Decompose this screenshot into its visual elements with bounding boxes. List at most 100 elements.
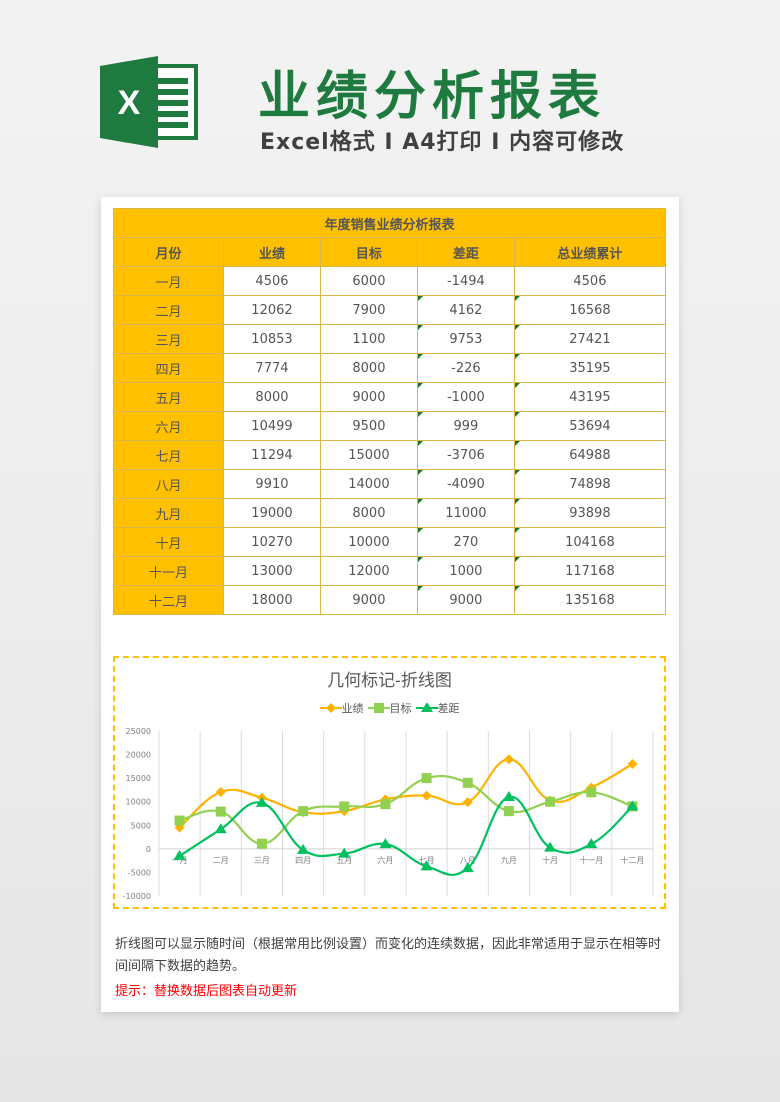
month-cell[interactable]: 六月 — [113, 411, 224, 441]
y-tick-label: -10000 — [123, 892, 151, 901]
table-cell[interactable]: 9000 — [416, 585, 515, 615]
table-cell[interactable]: 11000 — [416, 498, 515, 528]
table-cell[interactable]: -1494 — [416, 266, 515, 296]
square-marker — [462, 777, 473, 788]
table-cell[interactable]: 9500 — [319, 411, 418, 441]
y-tick-label: 10000 — [126, 798, 151, 807]
square-marker — [380, 799, 391, 810]
table-cell[interactable]: -1000 — [416, 382, 515, 412]
table-header-row: 月份 业绩 目标 差距 总业绩累计 — [113, 237, 667, 267]
legend-item[interactable]: 目标 — [367, 700, 412, 716]
table-cell[interactable]: 27421 — [513, 324, 667, 354]
table-cell[interactable]: 999 — [416, 411, 515, 441]
table-cell[interactable]: 64988 — [513, 440, 667, 470]
table-cell[interactable]: 6000 — [319, 266, 418, 296]
table-cell[interactable]: 12062 — [223, 295, 321, 325]
table-cell[interactable]: 104168 — [513, 527, 667, 557]
triangle-marker — [173, 849, 186, 860]
x-tick-label: 二月 — [213, 856, 229, 865]
table-title: 年度销售业绩分析报表 — [113, 208, 666, 238]
diamond-marker — [462, 797, 473, 808]
month-cell[interactable]: 十二月 — [113, 585, 224, 615]
table-cell[interactable]: 117168 — [513, 556, 667, 586]
month-cell[interactable]: 五月 — [113, 382, 224, 412]
table-cell[interactable]: 10499 — [223, 411, 321, 441]
x-tick-label: 十一月 — [579, 855, 603, 865]
table-cell[interactable]: 53694 — [513, 411, 667, 441]
month-cell[interactable]: 十一月 — [113, 556, 224, 586]
table-cell[interactable]: 11294 — [223, 440, 321, 470]
month-cell[interactable]: 一月 — [113, 266, 224, 296]
month-cell[interactable]: 七月 — [113, 440, 224, 470]
table-cell[interactable]: 9753 — [416, 324, 515, 354]
table-cell[interactable]: 9000 — [319, 585, 418, 615]
table-cell[interactable]: 1100 — [319, 324, 418, 354]
table-cell[interactable]: 18000 — [223, 585, 321, 615]
square-marker — [586, 787, 597, 798]
table-cell[interactable]: 15000 — [319, 440, 418, 470]
column-header: 目标 — [319, 237, 418, 267]
month-cell[interactable]: 八月 — [113, 469, 224, 499]
x-tick-label: 五月 — [336, 856, 352, 865]
legend-label: 目标 — [389, 702, 412, 715]
table-cell[interactable]: 8000 — [319, 498, 418, 528]
month-cell[interactable]: 四月 — [113, 353, 224, 383]
table-row: 七月 11294 15000 -3706 64988 — [113, 440, 667, 470]
month-cell[interactable]: 三月 — [113, 324, 224, 354]
table-cell[interactable]: 7900 — [319, 295, 418, 325]
table-cell[interactable]: 12000 — [319, 556, 418, 586]
diamond-marker — [421, 790, 432, 801]
svg-text:X: X — [118, 84, 141, 122]
table-row: 三月 10853 1100 9753 27421 — [113, 324, 667, 354]
square-marker — [339, 801, 350, 812]
table-row: 十月 10270 10000 270 104168 — [113, 527, 667, 557]
table-cell[interactable]: 8000 — [319, 353, 418, 383]
y-tick-label: 20000 — [126, 751, 151, 760]
table-cell[interactable]: 135168 — [513, 585, 667, 615]
table-cell[interactable]: -3706 — [416, 440, 515, 470]
table-cell[interactable]: 43195 — [513, 382, 667, 412]
table-cell[interactable]: 74898 — [513, 469, 667, 499]
legend-item[interactable]: 业绩 — [319, 700, 364, 716]
table-cell[interactable]: 93898 — [513, 498, 667, 528]
month-cell[interactable]: 九月 — [113, 498, 224, 528]
diamond-icon — [319, 703, 342, 713]
month-cell[interactable]: 十月 — [113, 527, 224, 557]
table-cell[interactable]: 16568 — [513, 295, 667, 325]
triangle-marker — [420, 860, 433, 871]
table-row: 五月 8000 9000 -1000 43195 — [113, 382, 667, 412]
square-marker — [298, 806, 309, 817]
triangle-marker — [626, 800, 639, 811]
table-cell[interactable]: 4506 — [513, 266, 667, 296]
table-cell[interactable]: 13000 — [223, 556, 321, 586]
table-cell[interactable]: 1000 — [416, 556, 515, 586]
table-cell[interactable]: 8000 — [223, 382, 321, 412]
table-cell[interactable]: 35195 — [513, 353, 667, 383]
report-sheet: 年度销售业绩分析报表 月份 业绩 目标 差距 总业绩累计 一月 4506 6000 -1494… — [101, 197, 679, 1012]
table-cell[interactable]: 270 — [416, 527, 515, 557]
table-cell[interactable]: 10853 — [223, 324, 321, 354]
table-cell[interactable]: 4506 — [223, 266, 321, 296]
table-cell[interactable]: 9000 — [319, 382, 418, 412]
diamond-marker — [627, 759, 638, 769]
table-cell[interactable]: 10000 — [319, 527, 418, 557]
table-cell[interactable]: 19000 — [223, 498, 321, 528]
table-cell[interactable]: 9910 — [223, 469, 321, 499]
month-cell[interactable]: 二月 — [113, 295, 224, 325]
line-chart: 几何标记-折线图 业绩 目标 差距 25000 20000 15000 10000 5000… — [113, 656, 666, 909]
triangle-marker — [255, 796, 268, 807]
y-tick-label: 5000 — [131, 821, 151, 830]
table-cell[interactable]: 14000 — [319, 469, 418, 499]
table-cell[interactable]: -4090 — [416, 469, 515, 499]
x-tick-label: 三月 — [254, 856, 270, 865]
square-marker — [503, 806, 514, 817]
table-row: 十二月 18000 9000 9000 135168 — [113, 585, 667, 615]
legend-item[interactable]: 差距 — [415, 700, 460, 716]
table-cell[interactable]: 7774 — [223, 353, 321, 383]
table-cell[interactable]: 4162 — [416, 295, 515, 325]
chart-title: 几何标记-折线图 — [327, 671, 452, 691]
table-cell[interactable]: 10270 — [223, 527, 321, 557]
triangle-marker — [585, 838, 598, 849]
table-body: 一月 4506 6000 -1494 4506 二月 12062 7900 4162 16568 三… — [113, 266, 667, 615]
table-cell[interactable]: -226 — [416, 353, 515, 383]
